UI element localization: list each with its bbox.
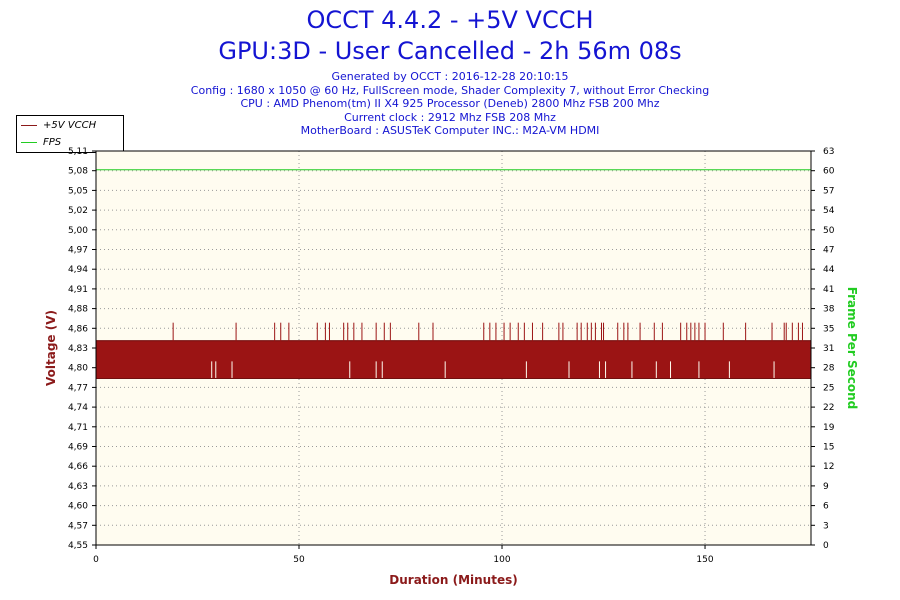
- legend-label-fps: FPS: [43, 136, 62, 148]
- y-tick-label: 5,08: [68, 167, 88, 177]
- y2-tick-label: 0: [823, 541, 829, 551]
- y2-tick-label: 50: [823, 226, 835, 236]
- y2-tick-label: 6: [823, 502, 829, 512]
- y2-tick-label: 54: [823, 206, 835, 216]
- y-tick-label: 4,83: [68, 344, 88, 354]
- y-tick-label: 4,71: [68, 423, 88, 433]
- y2-tick-label: 44: [823, 265, 835, 275]
- legend-swatch-voltage: [21, 124, 37, 126]
- y2-tick-label: 63: [823, 147, 834, 157]
- plot-border: [95, 150, 812, 546]
- y-tick-label: 4,88: [68, 305, 88, 315]
- axes: [92, 150, 815, 549]
- y2-tick-label: 47: [823, 246, 834, 256]
- voltage-band: [96, 340, 811, 379]
- y-tick-label: 4,74: [68, 403, 88, 413]
- y2-tick-label: 12: [823, 462, 834, 472]
- legend-swatch-fps: [21, 141, 37, 143]
- y-tick-label: 5,11: [68, 147, 88, 157]
- chart-subtitle: GPU:3D - User Cancelled - 2h 56m 08s: [218, 37, 682, 65]
- legend-item-voltage: +5V VCCH: [21, 118, 96, 132]
- y2-tick-label: 38: [823, 305, 835, 315]
- info-motherboard: MotherBoard : ASUSTeK Computer INC.: M2A…: [300, 124, 600, 137]
- y2-tick-label: 31: [823, 344, 834, 354]
- x-tick-label: 100: [493, 555, 510, 565]
- y2-tick-label: 3: [823, 521, 829, 531]
- info-cpu: CPU : AMD Phenom(tm) II X4 925 Processor…: [240, 97, 660, 110]
- legend-label-voltage: +5V VCCH: [43, 119, 97, 131]
- y-tick-label: 4,57: [68, 521, 88, 531]
- y2-tick-label: 57: [823, 186, 834, 196]
- y-tick-label: 4,55: [68, 541, 88, 551]
- info-config: Config : 1680 x 1050 @ 60 Hz, FullScreen…: [190, 83, 710, 97]
- y-tick-label: 4,60: [68, 502, 88, 512]
- y2-tick-label: 28: [823, 364, 835, 374]
- chart-legend: +5V VCCH FPS: [16, 115, 124, 153]
- y2-tick-label: 22: [823, 403, 834, 413]
- y-tick-label: 5,00: [68, 226, 88, 236]
- y2-axis-label: Frame Per Second: [845, 287, 859, 410]
- y2-tick-label: 60: [823, 167, 835, 177]
- x-tick-label: 50: [293, 555, 305, 565]
- y-tick-label: 4,94: [68, 265, 88, 275]
- legend-item-fps: FPS: [21, 135, 61, 149]
- y-tick-label: 4,91: [68, 285, 88, 295]
- x-axis-label: Duration (Minutes): [389, 573, 517, 587]
- y2-tick-label: 19: [823, 423, 835, 433]
- y-tick-label: 4,69: [68, 443, 88, 453]
- y-axis-label: Voltage (V): [44, 310, 58, 386]
- info-generated: Generated by OCCT : 2016-12-28 20:10:15: [331, 70, 569, 83]
- info-clock: Current clock : 2912 Mhz FSB 208 Mhz: [344, 110, 556, 124]
- y-tick-label: 4,86: [68, 324, 88, 334]
- y-tick-label: 5,02: [68, 206, 88, 216]
- chart-title: OCCT 4.4.2 - +5V VCCH: [306, 6, 594, 34]
- series-layer: [96, 169, 811, 379]
- y-tick-label: 4,66: [68, 462, 88, 472]
- y-tick-label: 4,80: [68, 364, 88, 374]
- info-block: Generated by OCCT : 2016-12-28 20:10:15 …: [0, 70, 900, 138]
- y2-tick-label: 15: [823, 443, 834, 453]
- y-tick-label: 4,97: [68, 246, 88, 256]
- tick-labels: 4,55 0 4,57 3 4,60 6 4,63 9 4,66 12 4,69 15 4,71 19 4,…: [68, 147, 835, 565]
- x-tick-label: 0: [93, 555, 99, 565]
- y2-tick-label: 9: [823, 482, 829, 492]
- x-tick-label: 150: [696, 555, 713, 565]
- y2-tick-label: 41: [823, 285, 834, 295]
- y-tick-label: 4,77: [68, 383, 88, 393]
- y-tick-label: 5,05: [68, 186, 88, 196]
- y-tick-label: 4,63: [68, 482, 88, 492]
- y2-tick-label: 25: [823, 383, 834, 393]
- y2-tick-label: 35: [823, 324, 834, 334]
